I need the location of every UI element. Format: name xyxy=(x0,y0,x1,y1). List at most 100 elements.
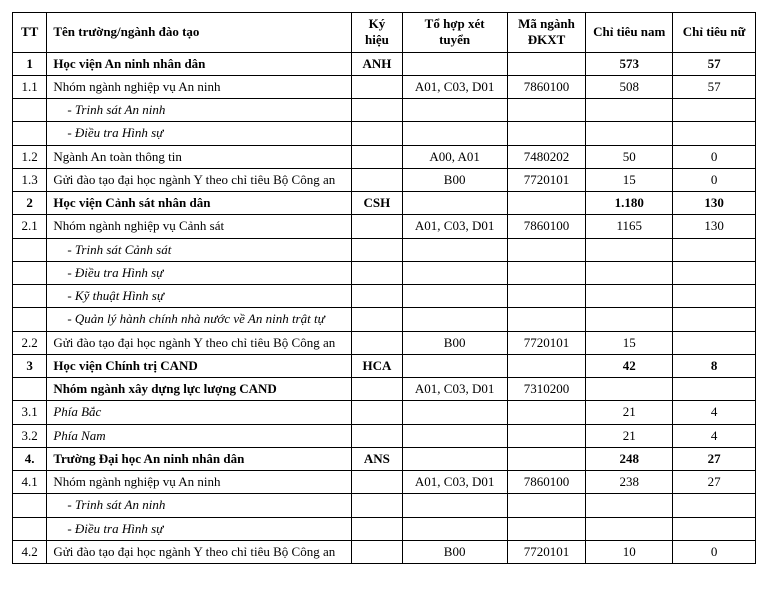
cell-name: Gửi đào tạo đại học ngành Y theo chỉ tiê… xyxy=(47,168,352,191)
cell-ma-nganh: 7860100 xyxy=(507,75,586,98)
cell-chi-tieu-nam: 238 xyxy=(586,471,673,494)
admissions-table: TT Tên trường/ngành đào tạo Ký hiệu Tổ h… xyxy=(12,12,756,564)
cell-chi-tieu-nu: 4 xyxy=(673,424,756,447)
cell-chi-tieu-nu xyxy=(673,122,756,145)
cell-chi-tieu-nu: 130 xyxy=(673,192,756,215)
cell-to-hop xyxy=(402,308,507,331)
cell-ma-nganh xyxy=(507,494,586,517)
cell-chi-tieu-nu xyxy=(673,285,756,308)
cell-ky-hieu xyxy=(352,308,402,331)
cell-chi-tieu-nu: 0 xyxy=(673,145,756,168)
cell-chi-tieu-nu: 57 xyxy=(673,52,756,75)
cell-ky-hieu xyxy=(352,378,402,401)
cell-tt: 2 xyxy=(13,192,47,215)
cell-chi-tieu-nu xyxy=(673,238,756,261)
cell-to-hop: B00 xyxy=(402,540,507,563)
cell-ky-hieu xyxy=(352,168,402,191)
cell-to-hop: B00 xyxy=(402,168,507,191)
cell-tt: 3.1 xyxy=(13,401,47,424)
table-row: 4.1Nhóm ngành nghiệp vụ An ninhA01, C03,… xyxy=(13,471,756,494)
cell-ky-hieu xyxy=(352,238,402,261)
table-row: 1.3Gửi đào tạo đại học ngành Y theo chỉ … xyxy=(13,168,756,191)
cell-ma-nganh xyxy=(507,401,586,424)
cell-ma-nganh xyxy=(507,52,586,75)
cell-name: - Điều tra Hình sự xyxy=(47,261,352,284)
cell-ky-hieu xyxy=(352,494,402,517)
cell-tt: 4.1 xyxy=(13,471,47,494)
cell-name: Phía Nam xyxy=(47,424,352,447)
cell-ky-hieu xyxy=(352,122,402,145)
cell-chi-tieu-nu xyxy=(673,261,756,284)
cell-chi-tieu-nu xyxy=(673,331,756,354)
cell-name: Phía Bắc xyxy=(47,401,352,424)
table-row: 1.2Ngành An toàn thông tinA00, A01748020… xyxy=(13,145,756,168)
cell-tt xyxy=(13,122,47,145)
table-row: 3Học viện Chính trị CANDHCA428 xyxy=(13,354,756,377)
cell-chi-tieu-nu: 130 xyxy=(673,215,756,238)
cell-ky-hieu xyxy=(352,145,402,168)
cell-chi-tieu-nam xyxy=(586,99,673,122)
cell-name: Nhóm ngành nghiệp vụ An ninh xyxy=(47,75,352,98)
cell-to-hop xyxy=(402,354,507,377)
cell-tt xyxy=(13,285,47,308)
cell-ky-hieu xyxy=(352,540,402,563)
cell-ma-nganh: 7720101 xyxy=(507,331,586,354)
cell-chi-tieu-nam xyxy=(586,285,673,308)
cell-chi-tieu-nam: 50 xyxy=(586,145,673,168)
cell-to-hop xyxy=(402,238,507,261)
cell-to-hop xyxy=(402,517,507,540)
cell-tt: 1.3 xyxy=(13,168,47,191)
cell-name: - Trinh sát Cảnh sát xyxy=(47,238,352,261)
cell-chi-tieu-nu: 0 xyxy=(673,540,756,563)
table-row: - Kỹ thuật Hình sự xyxy=(13,285,756,308)
cell-name: - Kỹ thuật Hình sự xyxy=(47,285,352,308)
cell-chi-tieu-nam xyxy=(586,517,673,540)
cell-to-hop: A01, C03, D01 xyxy=(402,75,507,98)
cell-to-hop xyxy=(402,99,507,122)
cell-tt: 1.1 xyxy=(13,75,47,98)
table-head: TT Tên trường/ngành đào tạo Ký hiệu Tổ h… xyxy=(13,13,756,53)
cell-to-hop xyxy=(402,285,507,308)
cell-chi-tieu-nam xyxy=(586,238,673,261)
cell-chi-tieu-nam: 573 xyxy=(586,52,673,75)
col-ma-nganh: Mã ngành ĐKXT xyxy=(507,13,586,53)
cell-ky-hieu xyxy=(352,517,402,540)
cell-chi-tieu-nam: 1.180 xyxy=(586,192,673,215)
cell-chi-tieu-nu xyxy=(673,99,756,122)
cell-chi-tieu-nam xyxy=(586,122,673,145)
cell-ma-nganh xyxy=(507,261,586,284)
cell-chi-tieu-nu xyxy=(673,494,756,517)
cell-tt xyxy=(13,517,47,540)
table-row: - Trinh sát Cảnh sát xyxy=(13,238,756,261)
cell-to-hop: B00 xyxy=(402,331,507,354)
cell-chi-tieu-nu xyxy=(673,378,756,401)
cell-tt xyxy=(13,308,47,331)
cell-ky-hieu: ANH xyxy=(352,52,402,75)
cell-chi-tieu-nam: 15 xyxy=(586,331,673,354)
cell-ma-nganh xyxy=(507,517,586,540)
cell-ky-hieu xyxy=(352,99,402,122)
cell-name: Học viện Chính trị CAND xyxy=(47,354,352,377)
cell-to-hop xyxy=(402,52,507,75)
table-row: - Trinh sát An ninh xyxy=(13,494,756,517)
cell-to-hop: A01, C03, D01 xyxy=(402,378,507,401)
cell-ma-nganh xyxy=(507,308,586,331)
cell-ky-hieu xyxy=(352,401,402,424)
cell-tt xyxy=(13,378,47,401)
cell-name: - Điều tra Hình sự xyxy=(47,517,352,540)
cell-ma-nganh: 7860100 xyxy=(507,215,586,238)
cell-name: - Trinh sát An ninh xyxy=(47,494,352,517)
cell-ky-hieu xyxy=(352,424,402,447)
cell-name: Gửi đào tạo đại học ngành Y theo chỉ tiê… xyxy=(47,540,352,563)
table-row: 4.2Gửi đào tạo đại học ngành Y theo chỉ … xyxy=(13,540,756,563)
cell-to-hop xyxy=(402,447,507,470)
cell-chi-tieu-nu xyxy=(673,308,756,331)
table-row: - Điều tra Hình sự xyxy=(13,517,756,540)
cell-name: - Quản lý hành chính nhà nước về An ninh… xyxy=(47,308,352,331)
cell-to-hop: A01, C03, D01 xyxy=(402,215,507,238)
col-to-hop: Tổ hợp xét tuyển xyxy=(402,13,507,53)
col-chi-tieu-nu: Chỉ tiêu nữ xyxy=(673,13,756,53)
table-row: - Trinh sát An ninh xyxy=(13,99,756,122)
cell-to-hop: A00, A01 xyxy=(402,145,507,168)
cell-name: Học viện An ninh nhân dân xyxy=(47,52,352,75)
